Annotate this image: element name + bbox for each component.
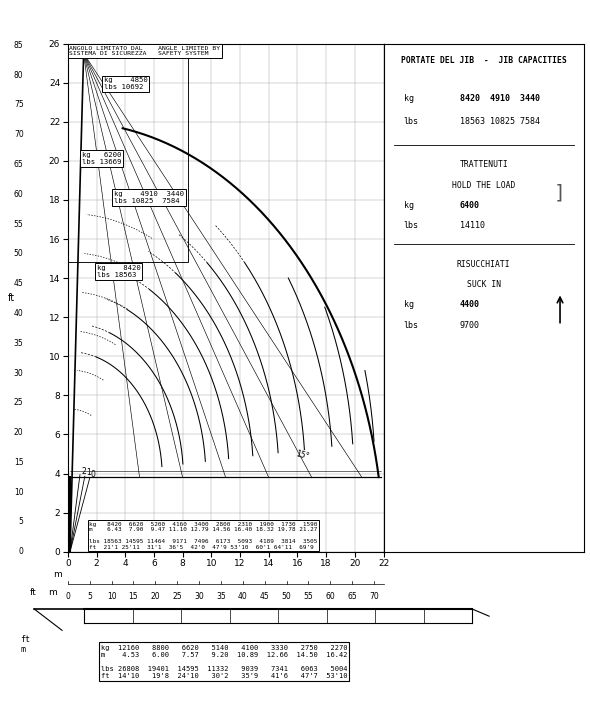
Text: 80: 80 [14,70,24,80]
Text: 8420  4910  3440: 8420 4910 3440 [460,94,540,103]
Text: 55: 55 [14,219,24,229]
Text: kg    4850
lbs 10692: kg 4850 lbs 10692 [104,78,148,91]
Text: TRATTENUTI: TRATTENUTI [460,160,508,169]
Text: ]: ] [554,184,566,203]
Text: SUCK IN: SUCK IN [467,280,501,289]
Text: kg: kg [404,301,414,309]
Text: 85: 85 [14,41,24,50]
Text: 10: 10 [107,592,116,600]
Text: 35: 35 [14,339,24,348]
Bar [68,47,188,263]
Text: 5: 5 [87,592,92,600]
Text: 70: 70 [14,130,24,139]
Text: 18563 10825 7584: 18563 10825 7584 [460,118,540,126]
Text: 5: 5 [19,518,24,526]
Text: 65: 65 [348,592,357,600]
Text: 14110: 14110 [460,221,485,230]
Text: kg: kg [404,201,414,210]
Text: kg  12160   8800   6620   5140   4100   3330   2750   2270
m    4.53   6.00   7.: kg 12160 8800 6620 5140 4100 3330 2750 2… [101,645,348,679]
Text: 60: 60 [325,592,335,600]
Text: 40: 40 [238,592,248,600]
Text: 25: 25 [14,399,24,407]
Text: m: m [48,588,57,597]
Text: 55: 55 [303,592,313,600]
Text: 9700: 9700 [460,321,480,330]
Text: 15: 15 [14,458,24,467]
Text: ft: ft [8,293,15,303]
Text: 0: 0 [91,470,96,479]
Text: kg: kg [404,94,414,103]
Text: 2: 2 [81,467,86,476]
Text: 50: 50 [14,249,24,258]
Text: 65: 65 [14,160,24,169]
Text: kg    8420
lbs 18563: kg 8420 lbs 18563 [97,265,140,278]
Text: 75: 75 [14,100,24,110]
Text: 45: 45 [14,280,24,288]
Text: 40: 40 [14,309,24,318]
Text: 1: 1 [86,468,91,477]
Text: lbs: lbs [404,118,418,126]
Text: 70: 70 [369,592,379,600]
Text: lbs: lbs [404,221,418,230]
Text: 20: 20 [150,592,160,600]
Text: 15: 15 [129,592,138,600]
Text: 20: 20 [14,428,24,437]
Text: 25: 25 [172,592,182,600]
Text: HOLD THE LOAD: HOLD THE LOAD [452,181,516,189]
Text: 60: 60 [14,189,24,199]
Text: 30: 30 [14,369,24,378]
Text: 50: 50 [281,592,291,600]
Text: RISUCCHIATI: RISUCCHIATI [457,260,510,269]
Text: kg   8420  6620  5200  4160  3400  2800  2310  1900  1730  1590
m    6.43  7.90 : kg 8420 6620 5200 4160 3400 2800 2310 19… [89,521,318,550]
Text: m: m [53,570,62,579]
Text: 0: 0 [19,547,24,556]
Text: 4400: 4400 [460,301,480,309]
Text: 10: 10 [14,488,24,497]
Text: m: m [21,645,25,653]
Text: 45: 45 [260,592,270,600]
Text: 6400: 6400 [460,201,480,210]
Text: 30: 30 [194,592,204,600]
Text: ft: ft [30,588,36,597]
Text: PORTATE DEL JIB  -  JIB CAPACITIES: PORTATE DEL JIB - JIB CAPACITIES [401,57,566,65]
Text: 0: 0 [65,592,70,600]
Text: 15°: 15° [294,449,310,462]
Text: ANGOLO LIMITATO DAL    ANGLE LIMITED BY
SISTEMA DI SICUREZZA   SAFETY SYSTEM: ANGOLO LIMITATO DAL ANGLE LIMITED BY SIS… [69,46,221,57]
Text: ft: ft [21,635,31,643]
Text: kg   6200
lbs 13669: kg 6200 lbs 13669 [82,152,122,165]
Text: lbs: lbs [404,321,418,330]
Text: kg    4910  3440
lbs 10825  7584: kg 4910 3440 lbs 10825 7584 [114,191,183,204]
Text: 35: 35 [216,592,226,600]
